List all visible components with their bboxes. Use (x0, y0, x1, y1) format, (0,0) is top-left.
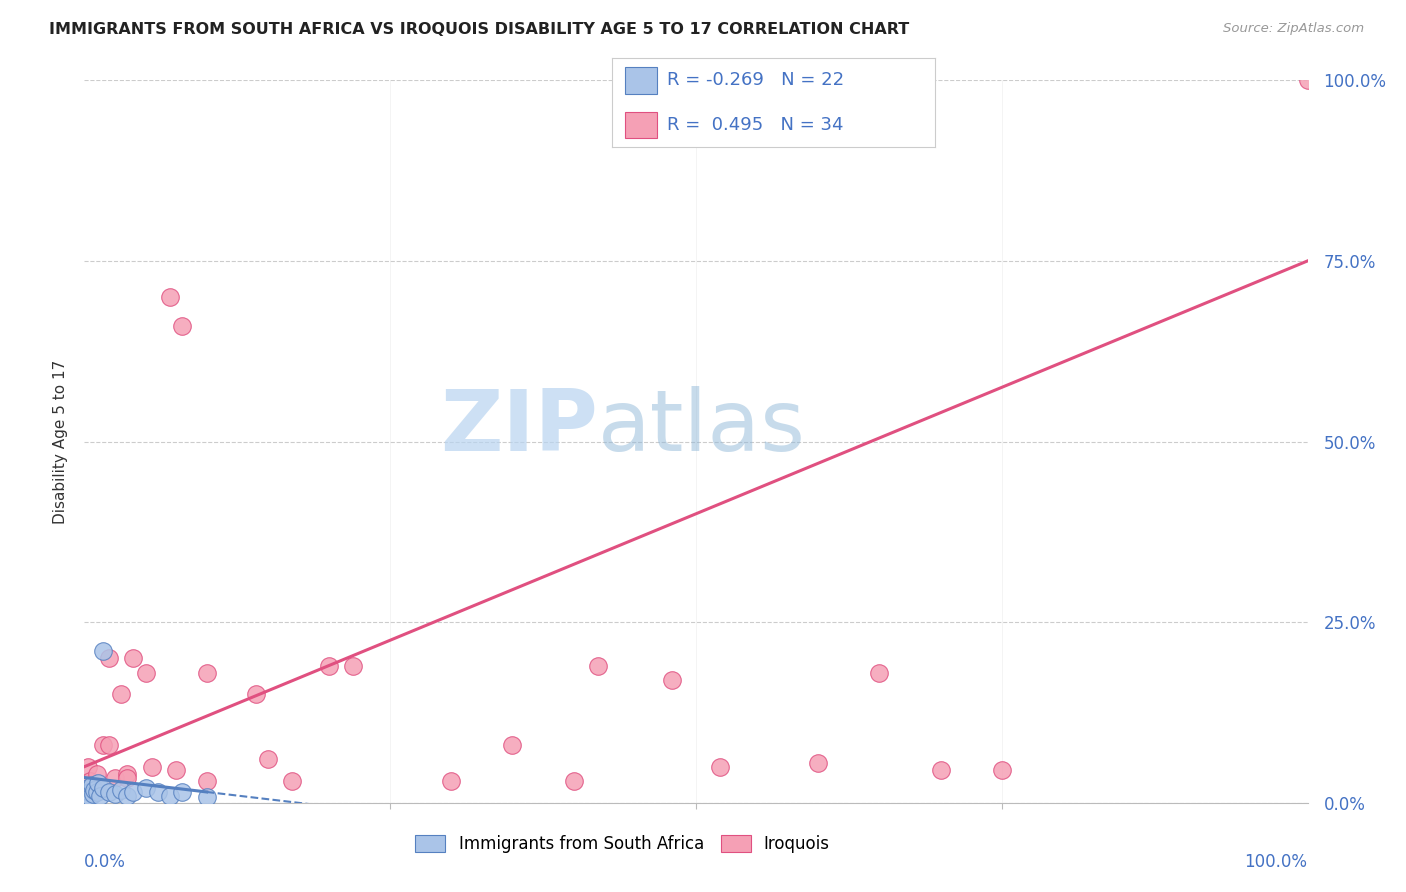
Bar (624, 112, 657, 138)
Point (661, 673, 683, 687)
Text: ZIP: ZIP (440, 385, 598, 468)
Point (1296, 73, 1319, 87)
Point (122, 651, 145, 665)
Point (869, 665, 891, 680)
Point (104, 787, 127, 801)
Point (159, 789, 181, 803)
Point (502, 738, 524, 752)
Point (115, 767, 138, 781)
Point (86, 785, 108, 799)
Point (562, 774, 585, 789)
Point (195, 665, 218, 680)
Point (122, 785, 145, 799)
Point (195, 774, 218, 789)
Point (110, 687, 132, 701)
Point (83, 782, 105, 797)
Point (97, 738, 120, 752)
Text: 0.0%: 0.0% (84, 854, 127, 871)
Point (929, 764, 952, 778)
Point (159, 290, 181, 304)
Point (991, 764, 1014, 778)
Point (440, 774, 463, 789)
Bar (624, 67, 657, 94)
Point (318, 658, 340, 673)
Point (586, 658, 609, 673)
Point (91, 738, 114, 752)
Text: 100.0%: 100.0% (1244, 854, 1308, 871)
Point (709, 760, 731, 774)
Legend: Immigrants from South Africa, Iroquois: Immigrants from South Africa, Iroquois (409, 828, 837, 860)
Text: R =  0.495   N = 34: R = 0.495 N = 34 (666, 116, 844, 134)
Point (80, 778, 103, 792)
Point (89, 789, 111, 803)
Point (165, 764, 187, 778)
Point (110, 782, 132, 797)
Text: R = -0.269   N = 22: R = -0.269 N = 22 (666, 71, 844, 89)
Point (79, 790, 101, 805)
Point (97, 651, 120, 665)
Point (135, 781, 157, 796)
Point (115, 789, 138, 803)
Y-axis label: Disability Age 5 to 17: Disability Age 5 to 17 (52, 359, 67, 524)
Point (87, 775, 110, 789)
Point (172, 318, 194, 333)
Point (195, 790, 218, 805)
Point (82, 787, 104, 801)
Point (281, 774, 304, 789)
Point (141, 760, 163, 774)
Point (77, 781, 100, 796)
Point (245, 687, 267, 701)
Point (91, 781, 114, 796)
Point (77, 760, 100, 774)
Point (104, 771, 127, 785)
Point (807, 756, 830, 770)
Point (86, 767, 108, 781)
Point (91, 644, 114, 658)
Text: atlas: atlas (598, 385, 806, 468)
Text: IMMIGRANTS FROM SOUTH AFRICA VS IROQUOIS DISABILITY AGE 5 TO 17 CORRELATION CHAR: IMMIGRANTS FROM SOUTH AFRICA VS IROQUOIS… (49, 22, 910, 37)
Point (135, 665, 157, 680)
Point (146, 785, 169, 799)
Point (342, 658, 364, 673)
Point (76, 789, 98, 803)
Text: Source: ZipAtlas.com: Source: ZipAtlas.com (1223, 22, 1364, 36)
Point (115, 771, 138, 785)
Point (257, 752, 280, 766)
Point (77, 785, 100, 799)
Point (172, 785, 194, 799)
Point (79, 774, 101, 789)
Point (97, 785, 120, 799)
